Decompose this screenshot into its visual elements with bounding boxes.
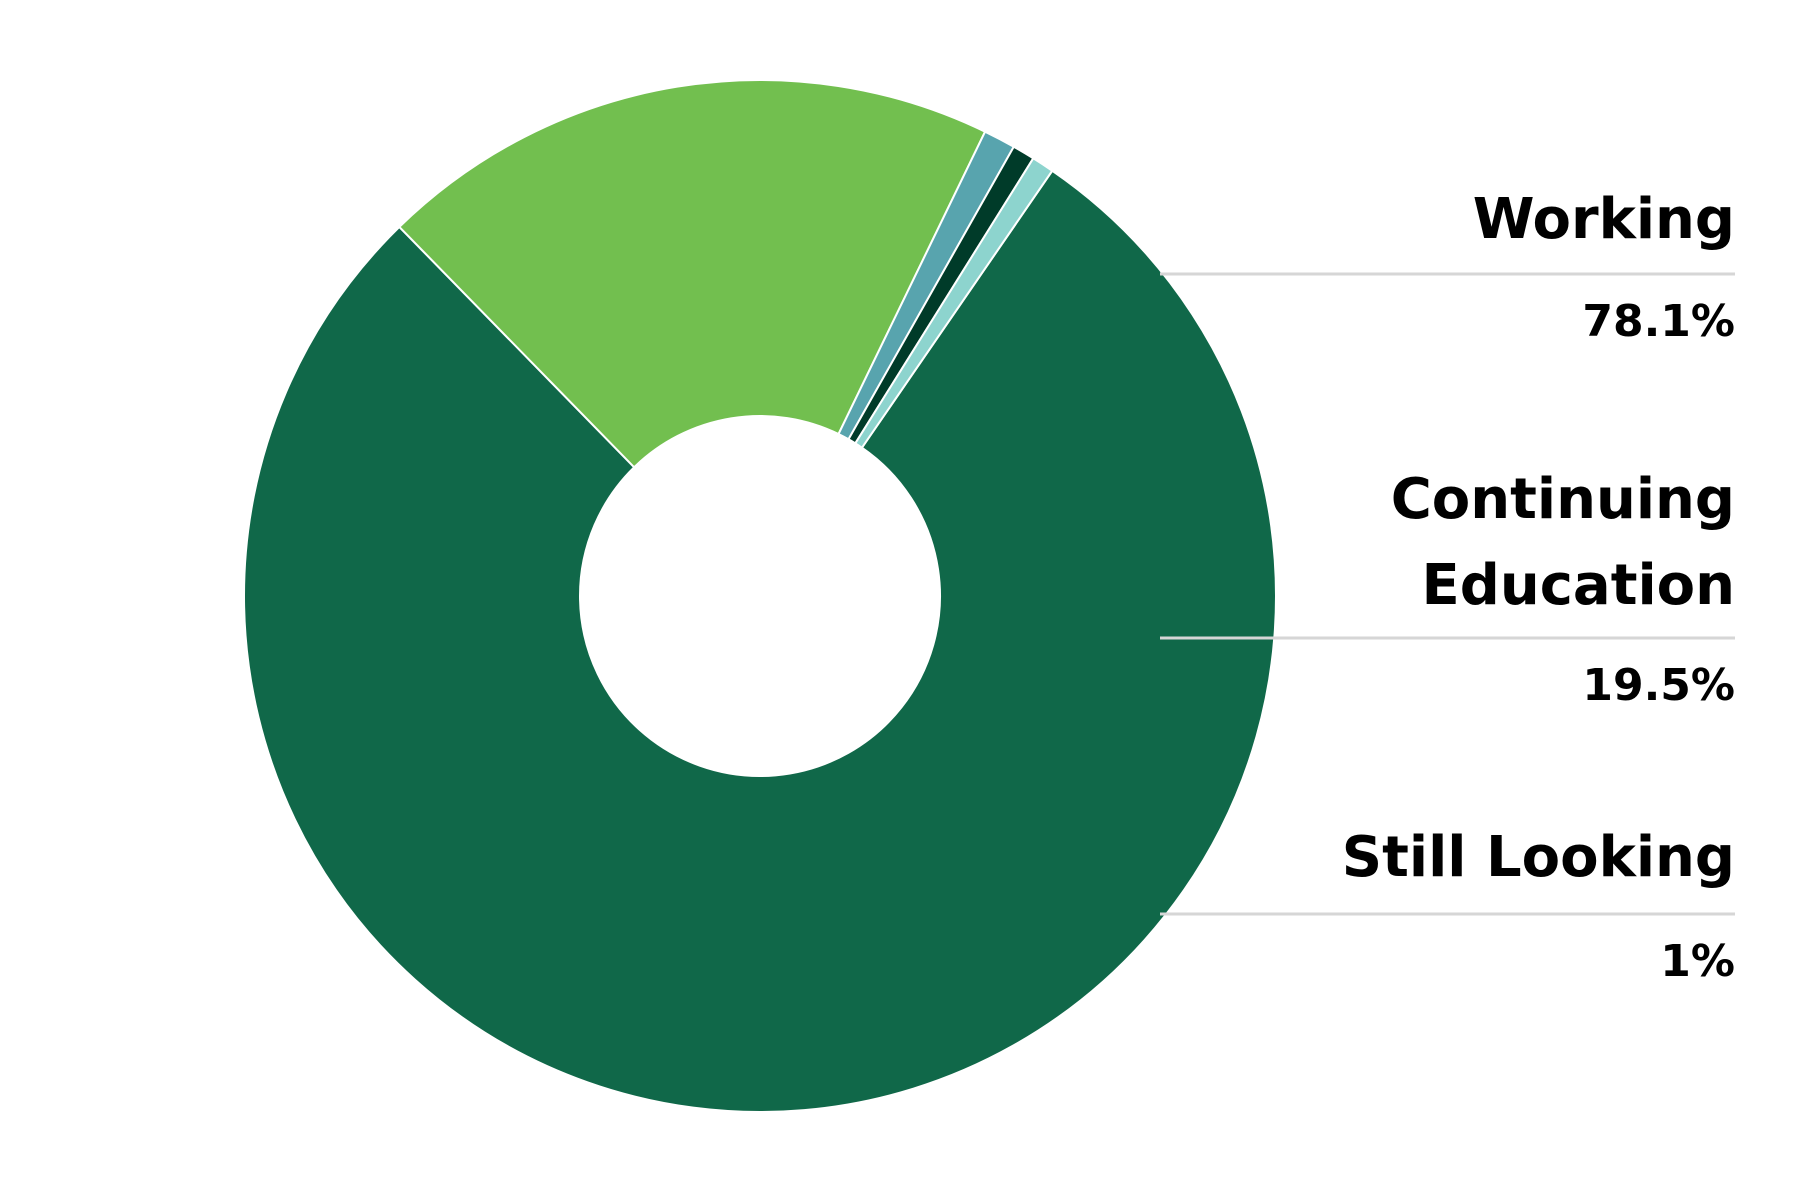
value-still-looking: 1% — [1660, 936, 1735, 987]
slice-continuing-education — [397, 79, 987, 469]
labels-group: Working 78.1% Continuing Education 19.5% Stil… — [1160, 187, 1735, 987]
slice-working — [243, 169, 1277, 1113]
label-still-looking: Still Looking — [1342, 825, 1735, 890]
label-continuing-education-line-1: Continuing — [1391, 467, 1735, 532]
label-working: Working — [1473, 187, 1735, 252]
slices-group — [243, 79, 1277, 1113]
slice-other-b — [853, 156, 1054, 450]
label-continuing-education-line-2: Education — [1422, 553, 1736, 618]
value-continuing-education: 19.5% — [1582, 660, 1735, 711]
value-working: 78.1% — [1582, 296, 1735, 347]
